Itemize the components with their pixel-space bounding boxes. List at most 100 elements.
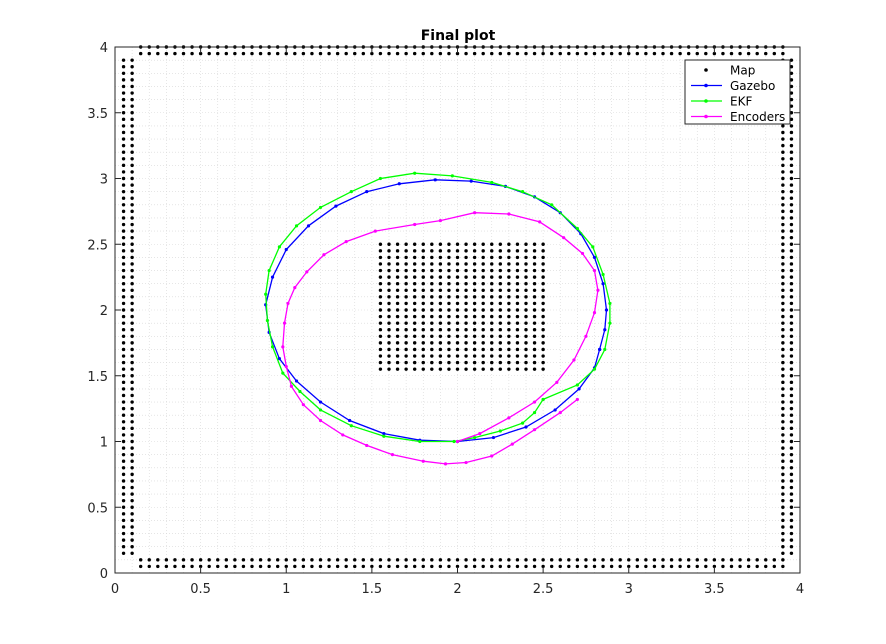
map-border-point <box>121 222 126 227</box>
map-border-point <box>121 452 126 457</box>
map-border-point <box>147 564 151 569</box>
map-obstacle-point <box>455 288 460 292</box>
map-border-point <box>532 558 537 562</box>
map-border-point <box>669 564 674 569</box>
map-obstacle-point <box>387 334 391 338</box>
map-obstacle-point <box>421 275 425 279</box>
map-border-point <box>121 314 126 319</box>
map-border-point <box>130 84 134 89</box>
map-border-point <box>498 564 503 569</box>
map-border-point <box>121 71 126 76</box>
map-border-point <box>130 492 134 496</box>
map-obstacle-point <box>524 282 528 286</box>
map-border-point <box>121 433 126 437</box>
map-obstacle-point <box>532 301 537 306</box>
map-border-point <box>781 538 785 542</box>
map-border-point <box>789 143 794 148</box>
map-border-point <box>121 334 126 338</box>
map-obstacle-point <box>481 275 485 279</box>
map-border-point <box>781 334 785 338</box>
map-obstacle-point <box>447 360 451 365</box>
encoders-point <box>538 220 542 224</box>
map-obstacle-point <box>412 242 417 246</box>
map-border-point <box>130 334 134 338</box>
map-obstacle-point <box>447 282 451 286</box>
map-obstacle-point <box>532 268 537 273</box>
map-obstacle-point <box>447 314 451 319</box>
map-border-point <box>130 150 134 154</box>
map-border-point <box>130 367 134 371</box>
map-border-point <box>584 558 588 562</box>
map-border-point <box>789 472 794 477</box>
map-border-point <box>130 466 134 470</box>
map-border-point <box>121 505 126 509</box>
gazebo-line <box>265 179 608 443</box>
map-border-point <box>130 538 134 542</box>
map-obstacle-point <box>387 268 391 273</box>
map-obstacle-point <box>455 347 460 352</box>
map-obstacle-point <box>490 308 494 312</box>
x-tick-label: 2 <box>453 582 461 597</box>
map-border-point <box>746 564 751 569</box>
map-border-point <box>746 558 751 562</box>
map-border-point <box>121 538 126 542</box>
y-tick-label: 3.5 <box>87 107 108 122</box>
map-border-point <box>121 137 126 141</box>
map-obstacle-point <box>541 334 545 338</box>
map-obstacle-point <box>464 347 468 352</box>
map-obstacle-point <box>404 354 408 358</box>
map-border-point <box>601 564 605 569</box>
map-obstacle-point <box>515 242 520 246</box>
map-border-point <box>781 413 785 417</box>
map-border-point <box>121 466 126 470</box>
map-border-point <box>789 426 794 431</box>
map-obstacle-point <box>541 249 545 253</box>
encoders-point <box>596 288 600 292</box>
map-obstacle-point <box>472 321 477 325</box>
map-border-point <box>781 505 785 509</box>
map-obstacle-point <box>498 308 503 312</box>
map-border-point <box>447 564 451 569</box>
map-obstacle-point <box>490 314 494 319</box>
map-obstacle-point <box>430 321 434 325</box>
map-obstacle-point <box>532 354 537 358</box>
map-border-point <box>789 65 794 69</box>
map-obstacle-point <box>524 295 528 299</box>
map-border-point <box>181 558 186 562</box>
map-border-point <box>781 393 785 398</box>
map-border-point <box>781 170 785 174</box>
map-border-point <box>447 51 451 56</box>
map-border-point <box>721 564 725 569</box>
map-obstacle-point <box>464 275 468 279</box>
map-border-point <box>455 564 460 569</box>
map-obstacle-point <box>481 328 485 332</box>
map-border-point <box>130 209 134 214</box>
map-border-point <box>789 393 794 398</box>
map-border-point <box>224 564 229 569</box>
map-border-point <box>121 104 126 108</box>
map-border-point <box>130 439 134 444</box>
map-border-point <box>781 360 785 365</box>
map-obstacle-point <box>387 314 391 319</box>
map-obstacle-point <box>421 334 425 338</box>
map-obstacle-point <box>524 308 528 312</box>
map-border-point <box>121 545 126 549</box>
map-border-point <box>472 564 477 569</box>
map-border-point <box>130 111 134 115</box>
map-obstacle-point <box>378 341 383 345</box>
map-border-point <box>121 288 126 292</box>
map-obstacle-point <box>490 282 494 286</box>
map-obstacle-point <box>430 242 434 246</box>
map-obstacle-point <box>472 301 477 306</box>
map-border-point <box>121 203 126 207</box>
map-border-point <box>507 564 511 569</box>
map-border-point <box>781 406 785 411</box>
map-obstacle-point <box>395 288 400 292</box>
map-obstacle-point <box>455 341 460 345</box>
map-obstacle-point <box>490 249 494 253</box>
map-obstacle-point <box>378 249 383 253</box>
map-border-point <box>130 308 134 312</box>
map-border-point <box>130 360 134 365</box>
map-obstacle-point <box>404 314 408 319</box>
map-obstacle-point <box>395 334 400 338</box>
